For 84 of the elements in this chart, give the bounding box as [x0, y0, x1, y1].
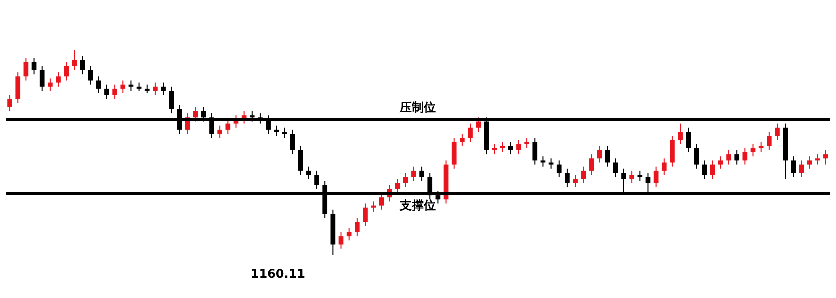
candlestick: [412, 166, 416, 182]
candlestick: [104, 84, 110, 100]
candlestick: [112, 84, 118, 100]
candlestick: [662, 158, 667, 176]
candlestick: [678, 123, 683, 145]
candlestick: [306, 166, 312, 180]
candlestick: [702, 160, 708, 180]
candlestick: [193, 106, 198, 122]
candlestick: [56, 72, 61, 88]
candlestick: [371, 201, 376, 212]
candlestick: [565, 168, 570, 188]
candlestick: [88, 66, 94, 86]
candlestick: [500, 142, 506, 153]
candlestick: [799, 160, 804, 178]
candlestick: [597, 146, 602, 164]
candlestick: [581, 166, 586, 184]
candlestick: [686, 127, 692, 153]
candlestick: [161, 82, 166, 96]
candlestick: [824, 150, 828, 166]
candlestick: [694, 144, 700, 170]
candlestick: [516, 140, 522, 156]
candlestick: [169, 86, 174, 114]
candlestick: [775, 123, 780, 141]
text: 1160.11: [250, 267, 306, 281]
candlestick: [395, 178, 400, 194]
candlestick: [8, 94, 12, 112]
candlestick: [32, 58, 37, 76]
candlestick: [468, 123, 473, 143]
candlestick: [573, 174, 578, 188]
candlestick: [815, 154, 820, 166]
candlestick: [460, 134, 465, 147]
candlestick: [630, 170, 634, 184]
candlestick: [726, 150, 732, 166]
candlestick: [346, 228, 352, 242]
candlestick: [338, 232, 344, 250]
candlestick: [226, 119, 231, 135]
candlestick: [750, 144, 756, 158]
candlestick: [540, 156, 546, 168]
candlestick: [96, 76, 102, 94]
candlestick: [476, 117, 482, 132]
candlestick: [363, 203, 368, 227]
candlestick: [40, 66, 45, 92]
candlestick: [64, 62, 70, 82]
candlestick: [710, 160, 716, 180]
candlestick: [718, 156, 724, 170]
ref-line-label: 压制位: [399, 100, 436, 115]
candlestick: [742, 148, 748, 166]
candlestick: [48, 78, 53, 92]
candlestick: [403, 172, 408, 188]
candlestick: [80, 56, 86, 76]
candlestick: [638, 170, 643, 182]
candlestick: [218, 125, 222, 139]
candlestick: [807, 156, 812, 170]
candlestick: [128, 80, 134, 92]
candlestick: [654, 166, 659, 188]
candlestick: [589, 154, 594, 176]
candlestick: [766, 132, 772, 151]
candlestick: [532, 138, 538, 166]
candlestick: [791, 156, 796, 178]
candlestick: [24, 58, 29, 82]
candlestick: [734, 150, 740, 166]
candlestick: [282, 127, 288, 139]
candlestick: [120, 80, 126, 94]
candlestick: [290, 129, 296, 156]
candlestick: [548, 158, 554, 170]
ref-line-label: 支撑位: [399, 198, 436, 212]
candlestick: [153, 82, 158, 96]
candlestick: [72, 50, 78, 71]
candlestick: [614, 158, 618, 178]
candlestick: [379, 193, 384, 210]
candlestick: [670, 136, 675, 168]
candlestick: [758, 142, 764, 153]
candlestick: [605, 146, 610, 168]
candlestick: [524, 138, 530, 149]
candlestick: [420, 166, 424, 182]
candlestick: [314, 170, 320, 190]
candlestick: [16, 72, 21, 104]
candlestick: [274, 125, 280, 137]
candlestick: [492, 144, 498, 156]
candlestick: [556, 160, 562, 178]
candlestick: [298, 146, 304, 176]
candlestick: [354, 218, 360, 238]
candlestick: [508, 142, 514, 156]
candlestick: [452, 138, 457, 170]
